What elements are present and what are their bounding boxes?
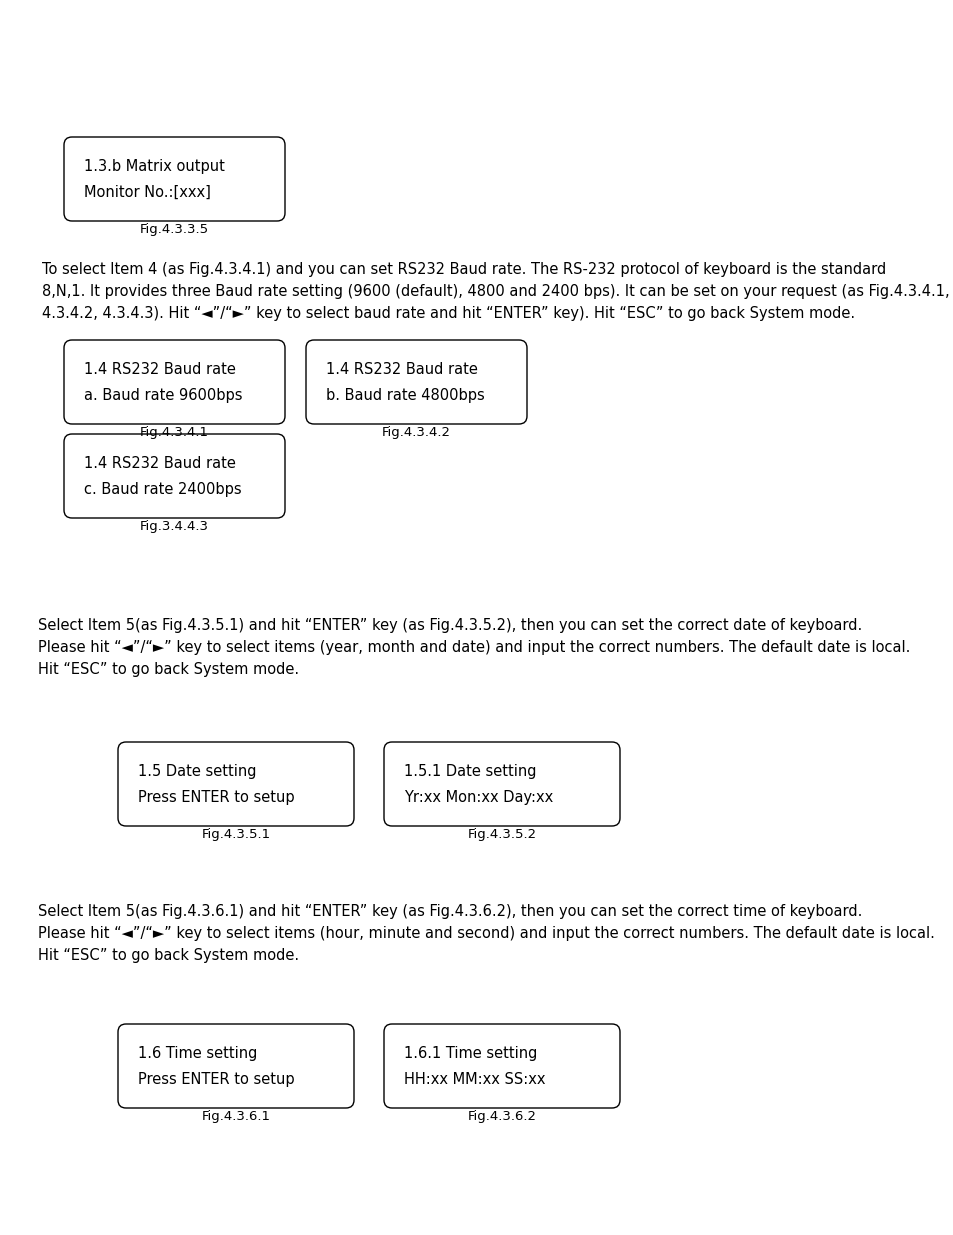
FancyBboxPatch shape [306,340,526,424]
Text: Monitor No.:[xxx]: Monitor No.:[xxx] [84,185,211,200]
FancyBboxPatch shape [384,1024,619,1108]
FancyBboxPatch shape [64,433,285,517]
Text: Fig.4.3.5.2: Fig.4.3.5.2 [467,827,536,841]
Text: 1.6 Time setting: 1.6 Time setting [138,1046,257,1061]
Text: To select Item 4 (as Fig.4.3.4.1) and you can set RS232 Baud rate. The RS-232 pr: To select Item 4 (as Fig.4.3.4.1) and yo… [42,262,948,321]
Text: 1.3.b Matrix output: 1.3.b Matrix output [84,159,225,174]
Text: Press ENTER to setup: Press ENTER to setup [138,790,294,805]
Text: b. Baud rate 4800bps: b. Baud rate 4800bps [326,388,484,403]
FancyBboxPatch shape [64,137,285,221]
FancyBboxPatch shape [64,340,285,424]
Text: Press ENTER to setup: Press ENTER to setup [138,1072,294,1087]
Text: 1.5 Date setting: 1.5 Date setting [138,764,256,779]
Text: Fig.4.3.6.2: Fig.4.3.6.2 [467,1110,536,1123]
Text: HH:xx MM:xx SS:xx: HH:xx MM:xx SS:xx [403,1072,545,1087]
FancyBboxPatch shape [118,742,354,826]
FancyBboxPatch shape [384,742,619,826]
Text: Fig.4.3.3.5: Fig.4.3.3.5 [140,224,209,236]
Text: c. Baud rate 2400bps: c. Baud rate 2400bps [84,482,241,498]
Text: 1.5.1 Date setting: 1.5.1 Date setting [403,764,536,779]
Text: Fig.4.3.4.1: Fig.4.3.4.1 [140,426,209,438]
Text: Fig.4.3.5.1: Fig.4.3.5.1 [201,827,271,841]
Text: Yr:xx Mon:xx Day:xx: Yr:xx Mon:xx Day:xx [403,790,553,805]
Text: 1.4 RS232 Baud rate: 1.4 RS232 Baud rate [326,362,477,377]
Text: Fig.4.3.6.1: Fig.4.3.6.1 [201,1110,271,1123]
Text: 1.4 RS232 Baud rate: 1.4 RS232 Baud rate [84,456,235,472]
Text: Select Item 5(as Fig.4.3.6.1) and hit “ENTER” key (as Fig.4.3.6.2), then you can: Select Item 5(as Fig.4.3.6.1) and hit “E… [38,904,934,963]
Text: Select Item 5(as Fig.4.3.5.1) and hit “ENTER” key (as Fig.4.3.5.2), then you can: Select Item 5(as Fig.4.3.5.1) and hit “E… [38,618,909,678]
Text: 1.6.1 Time setting: 1.6.1 Time setting [403,1046,537,1061]
Text: Fig.4.3.4.2: Fig.4.3.4.2 [381,426,451,438]
Text: a. Baud rate 9600bps: a. Baud rate 9600bps [84,388,242,403]
Text: Fig.3.4.4.3: Fig.3.4.4.3 [140,520,209,534]
Text: 1.4 RS232 Baud rate: 1.4 RS232 Baud rate [84,362,235,377]
FancyBboxPatch shape [118,1024,354,1108]
